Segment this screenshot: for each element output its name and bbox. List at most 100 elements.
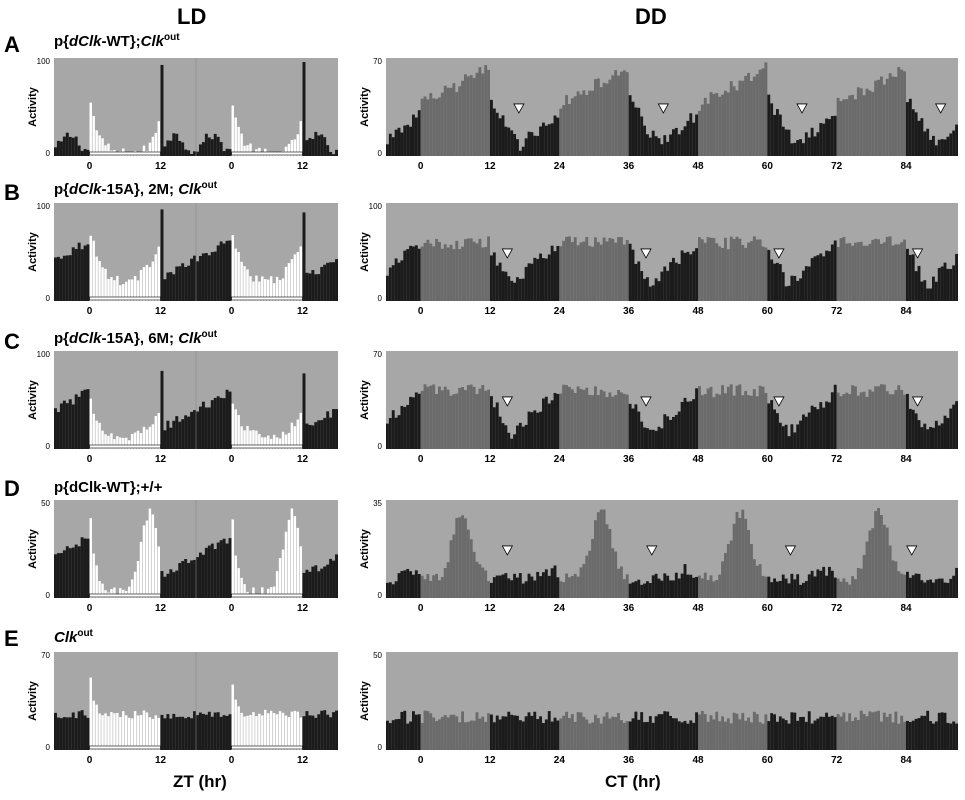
activity-bar — [917, 573, 921, 598]
activity-bar — [296, 527, 300, 598]
activity-bar — [332, 712, 336, 750]
activity-bar — [86, 538, 90, 598]
x-tick-label: 12 — [155, 454, 167, 465]
activity-bar — [193, 410, 196, 449]
activity-bar — [628, 95, 632, 156]
activity-bar — [216, 542, 220, 598]
activity-bar — [332, 262, 336, 301]
activity-bar — [299, 717, 302, 750]
activity-bar — [752, 711, 756, 750]
activity-bar — [181, 716, 185, 750]
activity-bar — [709, 715, 713, 750]
activity-bar — [461, 515, 464, 598]
activity-bar — [565, 573, 568, 598]
activity-bar — [542, 398, 545, 449]
activity-bar — [469, 238, 473, 301]
activity-bar — [900, 242, 904, 301]
activity-bar — [804, 132, 808, 156]
activity-bar — [181, 142, 185, 156]
activity-bar — [865, 245, 869, 301]
activity-bar — [54, 712, 57, 750]
activity-bar — [142, 710, 146, 750]
activity-bar — [689, 574, 693, 598]
activity-bar — [796, 280, 800, 301]
activity-bar — [914, 112, 918, 156]
activity-bar — [848, 584, 852, 598]
activity-bar — [492, 577, 496, 598]
activity-bar — [160, 370, 164, 449]
activity-bar — [839, 716, 843, 750]
x-tick-label: 60 — [762, 306, 774, 317]
activity-bar — [885, 527, 889, 598]
activity-bar — [443, 244, 447, 301]
genotype-part-it2: Clk — [54, 629, 78, 646]
activity-bar — [906, 720, 909, 750]
activity-bar — [98, 713, 101, 750]
activity-bar — [750, 722, 753, 750]
activity-bar — [409, 721, 412, 750]
activity-bar — [198, 552, 202, 598]
activity-bar — [281, 431, 285, 449]
activity-bar — [868, 243, 872, 301]
light-phase-bar — [231, 593, 303, 598]
activity-bar — [758, 239, 762, 301]
activity-bar — [139, 541, 143, 598]
activity-bar — [391, 137, 395, 156]
x-tick-label: 48 — [692, 306, 704, 317]
activity-bar — [920, 580, 924, 598]
activity-bar — [261, 715, 264, 750]
activity-bar — [903, 574, 906, 598]
activity-bar — [530, 715, 534, 750]
activity-bar — [160, 209, 164, 301]
activity-bar — [582, 241, 586, 301]
activity-bar — [761, 575, 765, 598]
activity-bar — [469, 539, 473, 598]
activity-bar — [139, 715, 143, 750]
panel-letter-d: D — [4, 476, 20, 501]
activity-bar — [86, 389, 90, 449]
activity-bar — [576, 712, 580, 750]
activity-bar — [252, 587, 255, 598]
activity-bar — [187, 416, 191, 449]
activity-bar — [648, 583, 652, 598]
activity-bar — [290, 711, 294, 750]
activity-bar — [825, 118, 828, 156]
activity-bar — [219, 397, 223, 449]
activity-bar — [611, 75, 615, 156]
activity-bar — [243, 266, 246, 301]
activity-bar — [190, 718, 194, 750]
activity-bar — [166, 573, 170, 598]
activity-bar — [469, 75, 473, 156]
activity-bar — [89, 102, 92, 156]
activity-bar — [432, 717, 436, 750]
activity-bar — [839, 581, 843, 598]
activity-bar — [154, 416, 158, 449]
activity-bar — [755, 565, 759, 598]
activity-bar — [290, 508, 294, 598]
activity-bar — [943, 415, 947, 449]
activity-bar — [923, 423, 927, 449]
activity-bar — [178, 563, 182, 598]
activity-bar — [646, 428, 649, 449]
activity-bar — [721, 247, 724, 301]
activity-bar — [594, 386, 597, 449]
activity-bar — [513, 573, 516, 598]
activity-bar — [190, 153, 194, 156]
activity-bar — [429, 243, 433, 301]
activity-bar — [804, 721, 808, 750]
activity-bar — [715, 243, 719, 301]
activity-bar — [634, 581, 638, 598]
activity-bar — [414, 392, 418, 449]
activity-bar — [228, 149, 232, 156]
activity-bar — [565, 236, 568, 301]
activity-bar — [585, 94, 589, 156]
activity-bar — [326, 714, 330, 750]
activity-bar — [278, 438, 282, 449]
activity-bar — [810, 723, 814, 750]
activity-bar — [906, 248, 909, 301]
activity-bar — [125, 437, 128, 449]
activity-bar — [484, 721, 488, 750]
activity-bar — [747, 529, 750, 598]
x-tick-label: 12 — [297, 454, 309, 465]
activity-bar — [654, 430, 658, 449]
